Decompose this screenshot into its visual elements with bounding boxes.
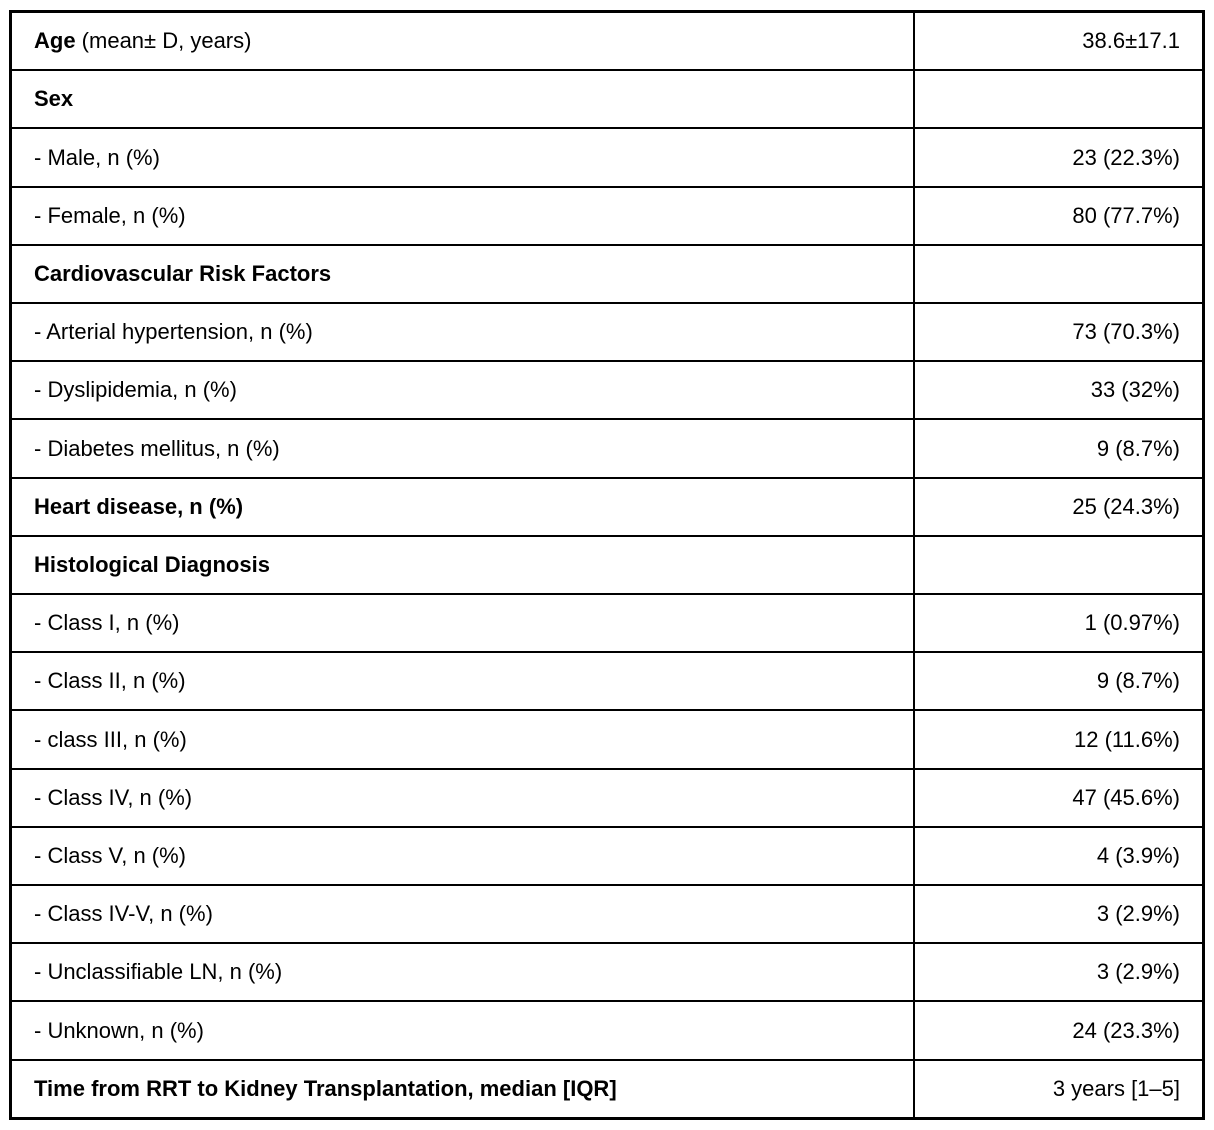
- row-label: - Class I, n (%): [9, 593, 915, 654]
- table-row-age: Age (mean± D, years) 38.6±17.1: [9, 10, 1205, 72]
- row-label: Age (mean± D, years): [9, 10, 915, 72]
- row-value: 24 (23.3%): [912, 1000, 1205, 1061]
- row-label-rest: - Class II, n (%): [34, 668, 186, 694]
- row-label-rest: - Dyslipidemia, n (%): [34, 377, 237, 403]
- row-label: Time from RRT to Kidney Transplantation,…: [9, 1058, 915, 1120]
- table-row-class-4-5: - Class IV-V, n (%) 3 (2.9%): [9, 884, 1205, 945]
- table-row-class-3: - class III, n (%) 12 (11.6%): [9, 709, 1205, 770]
- table-row-rrt-time: Time from RRT to Kidney Transplantation,…: [9, 1058, 1205, 1120]
- row-label: - Class II, n (%): [9, 651, 915, 712]
- row-label-rest: - Class I, n (%): [34, 610, 180, 636]
- table-row-unknown: - Unknown, n (%) 24 (23.3%): [9, 1000, 1205, 1061]
- row-label-rest: (mean± D, years): [75, 28, 252, 54]
- row-value: 38.6±17.1: [912, 10, 1205, 72]
- patient-characteristics-table: Age (mean± D, years) 38.6±17.1 Sex - Mal…: [9, 10, 1205, 1120]
- row-label: Heart disease, n (%): [9, 476, 915, 537]
- row-value: [912, 243, 1205, 305]
- row-value: 12 (11.6%): [912, 709, 1205, 770]
- row-label: - Female, n (%): [9, 185, 915, 246]
- row-label-rest: - Class IV-V, n (%): [34, 901, 213, 927]
- row-label: - class III, n (%): [9, 709, 915, 770]
- row-value: 3 (2.9%): [912, 942, 1205, 1003]
- row-value: 3 years [1–5]: [912, 1058, 1205, 1120]
- row-value: [912, 534, 1205, 596]
- row-value: [912, 69, 1205, 130]
- table-row-unclassifiable: - Unclassifiable LN, n (%) 3 (2.9%): [9, 942, 1205, 1003]
- table-row-diabetes: - Diabetes mellitus, n (%) 9 (8.7%): [9, 418, 1205, 479]
- row-label: Cardiovascular Risk Factors: [9, 243, 915, 305]
- row-label: Sex: [9, 69, 915, 130]
- row-label-bold: Cardiovascular Risk Factors: [34, 260, 332, 286]
- row-label: - Dyslipidemia, n (%): [9, 360, 915, 421]
- row-value: 80 (77.7%): [912, 185, 1205, 246]
- table-row-female: - Female, n (%) 80 (77.7%): [9, 185, 1205, 246]
- row-label: - Class V, n (%): [9, 825, 915, 887]
- row-value: 3 (2.9%): [912, 884, 1205, 945]
- table-row-heart-disease: Heart disease, n (%) 25 (24.3%): [9, 476, 1205, 537]
- row-label: - Class IV-V, n (%): [9, 884, 915, 945]
- row-value: 9 (8.7%): [912, 418, 1205, 479]
- table-row-male: - Male, n (%) 23 (22.3%): [9, 127, 1205, 188]
- row-value: 4 (3.9%): [912, 825, 1205, 887]
- row-value: 9 (8.7%): [912, 651, 1205, 712]
- row-label-rest: - Class V, n (%): [34, 842, 187, 868]
- row-label-bold: Histological Diagnosis: [34, 551, 270, 577]
- row-label-rest: - Unclassifiable LN, n (%): [34, 959, 283, 985]
- row-label-rest: - Unknown, n (%): [34, 1017, 204, 1043]
- table-row-class-1: - Class I, n (%) 1 (0.97%): [9, 593, 1205, 654]
- row-label: - Class IV, n (%): [9, 767, 915, 828]
- table-row-class-4: - Class IV, n (%) 47 (45.6%): [9, 767, 1205, 828]
- row-label: - Arterial hypertension, n (%): [9, 302, 915, 363]
- table-row-cv-risk-header: Cardiovascular Risk Factors: [9, 243, 1205, 305]
- row-label: - Unclassifiable LN, n (%): [9, 942, 915, 1003]
- row-label-rest: - class III, n (%): [34, 726, 187, 752]
- row-label-bold: Heart disease, n (%): [34, 493, 244, 519]
- table-row-sex-header: Sex: [9, 69, 1205, 130]
- row-label-bold: Age: [34, 28, 76, 54]
- row-label: Histological Diagnosis: [9, 534, 915, 596]
- table-row-dyslipidemia: - Dyslipidemia, n (%) 33 (32%): [9, 360, 1205, 421]
- table-row-hypertension: - Arterial hypertension, n (%) 73 (70.3%…: [9, 302, 1205, 363]
- row-label-bold: Time from RRT to Kidney Transplantation,…: [34, 1075, 617, 1101]
- row-label-rest: - Female, n (%): [34, 202, 186, 228]
- row-value: 1 (0.97%): [912, 593, 1205, 654]
- row-label-rest: - Arterial hypertension, n (%): [34, 319, 313, 345]
- table-row-class-2: - Class II, n (%) 9 (8.7%): [9, 651, 1205, 712]
- row-label-rest: - Male, n (%): [34, 144, 160, 170]
- row-value: 25 (24.3%): [912, 476, 1205, 537]
- row-label: - Diabetes mellitus, n (%): [9, 418, 915, 479]
- row-label: - Unknown, n (%): [9, 1000, 915, 1061]
- table-row-histology-header: Histological Diagnosis: [9, 534, 1205, 596]
- row-label: - Male, n (%): [9, 127, 915, 188]
- row-value: 33 (32%): [912, 360, 1205, 421]
- table-row-class-5: - Class V, n (%) 4 (3.9%): [9, 825, 1205, 887]
- row-value: 47 (45.6%): [912, 767, 1205, 828]
- row-label-rest: - Class IV, n (%): [34, 784, 193, 810]
- row-value: 23 (22.3%): [912, 127, 1205, 188]
- row-label-bold: Sex: [34, 86, 74, 112]
- row-value: 73 (70.3%): [912, 302, 1205, 363]
- row-label-rest: - Diabetes mellitus, n (%): [34, 435, 280, 461]
